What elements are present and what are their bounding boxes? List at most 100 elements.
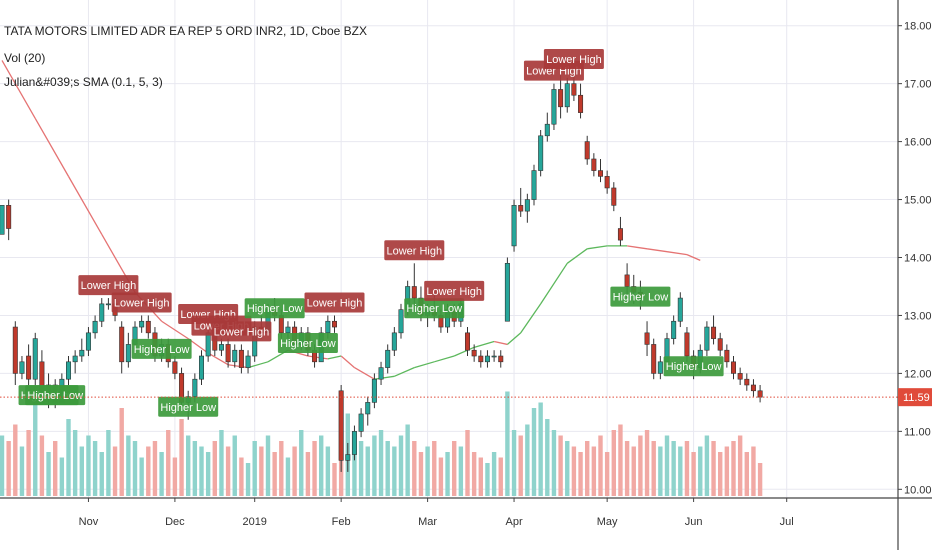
signal-label: Higher Low xyxy=(666,361,722,373)
last-price-label: 11.59 xyxy=(903,392,930,404)
candle-body xyxy=(478,355,484,363)
volume-bar xyxy=(498,457,503,496)
signal-label: Lower High xyxy=(307,297,363,309)
volume-bar xyxy=(26,430,31,496)
volume-bar xyxy=(319,435,324,496)
candle-body xyxy=(358,413,364,432)
candle-body xyxy=(504,262,510,322)
y-tick-label: 12.00 xyxy=(904,368,932,380)
sma-segment xyxy=(247,361,269,369)
y-tick-label: 17.00 xyxy=(904,79,932,91)
volume-bar xyxy=(272,452,277,496)
volume-bar xyxy=(644,430,650,496)
candle-body xyxy=(365,402,371,415)
volume-bar xyxy=(458,446,464,496)
y-tick-label: 14.00 xyxy=(904,253,932,265)
sma-segment xyxy=(566,248,588,264)
candle-body xyxy=(325,320,331,334)
candle-body xyxy=(79,349,85,357)
volume-bar xyxy=(72,430,78,496)
sma-segment xyxy=(686,254,701,261)
volume-bar xyxy=(565,441,570,496)
candle-body xyxy=(172,361,178,374)
signal-label: Lower High xyxy=(81,280,137,292)
signal-label: Lower High xyxy=(386,245,442,257)
volume-bar xyxy=(112,446,118,496)
candle-body xyxy=(378,367,384,380)
candle-body xyxy=(750,384,756,392)
candle-body xyxy=(12,326,18,374)
signal-label-box xyxy=(25,385,86,406)
volume-bar xyxy=(624,441,630,496)
candle-body xyxy=(597,170,603,177)
candle-body xyxy=(624,274,630,287)
sma-segment xyxy=(307,355,328,360)
symbol-title: TATA MOTORS LIMITED ADR EA REP 5 ORD INR… xyxy=(4,24,367,38)
volume-bar xyxy=(205,452,211,496)
candle-body xyxy=(651,344,657,374)
volume-bar xyxy=(239,457,244,496)
candle-body xyxy=(32,338,38,380)
candle-body xyxy=(205,332,211,357)
candle-body xyxy=(26,355,32,380)
volume-bar xyxy=(225,446,231,496)
candle-body xyxy=(491,355,497,358)
x-tick-label: Dec xyxy=(165,516,185,528)
candle-body xyxy=(591,158,597,171)
volume-bar xyxy=(372,435,377,496)
sma-segment xyxy=(327,355,342,360)
candle-body xyxy=(398,309,404,334)
volume-bar xyxy=(59,457,65,496)
volume-bar xyxy=(245,463,251,496)
candle-body xyxy=(99,303,105,322)
candle-body xyxy=(85,332,91,351)
candle-body xyxy=(611,187,617,206)
volume-bar xyxy=(598,435,603,496)
volume-bar xyxy=(545,419,550,496)
sma-segment xyxy=(520,303,542,334)
volume-bar xyxy=(106,430,111,496)
volume-bar xyxy=(658,446,663,496)
volume-bar xyxy=(146,446,151,496)
volume-bar xyxy=(66,419,71,496)
volume-bar xyxy=(299,430,304,496)
candle-body xyxy=(464,332,470,351)
volume-bar xyxy=(591,446,597,496)
sma-segment xyxy=(493,340,508,346)
signal-label: Higher Low xyxy=(406,303,462,315)
volume-bar xyxy=(671,441,676,496)
candle-body xyxy=(72,355,78,363)
volume-bar xyxy=(126,435,131,496)
candle-body xyxy=(411,286,417,299)
volume-bar xyxy=(358,441,364,496)
volume-bar xyxy=(751,446,756,496)
volume-bar xyxy=(219,430,224,496)
volume-bar xyxy=(558,435,563,496)
volume-bar xyxy=(505,391,510,496)
volume-bar xyxy=(418,452,424,496)
volume-bar xyxy=(252,441,257,496)
volume-bar xyxy=(365,446,370,496)
volume-bar xyxy=(664,435,670,496)
signal-label-box xyxy=(277,333,338,354)
volume-bar xyxy=(79,446,84,496)
candle-body xyxy=(192,378,198,397)
candle-body xyxy=(737,373,743,380)
volume-bar xyxy=(13,424,18,496)
y-tick-label: 13.00 xyxy=(904,310,932,322)
signal-label: Lower High xyxy=(214,326,270,338)
signal-label: Higher Low xyxy=(247,303,303,315)
sma-segment xyxy=(540,262,568,305)
volume-bar xyxy=(452,441,457,496)
candle-body xyxy=(657,361,663,374)
candle-body xyxy=(218,344,224,351)
volume-bar xyxy=(518,435,523,496)
candle-body xyxy=(92,320,98,334)
signal-label-box xyxy=(663,356,724,377)
candle-body xyxy=(558,89,564,108)
volume-bar xyxy=(19,446,25,496)
volume-bar xyxy=(0,435,5,496)
candle-body xyxy=(518,205,524,212)
volume-bar xyxy=(305,452,311,496)
